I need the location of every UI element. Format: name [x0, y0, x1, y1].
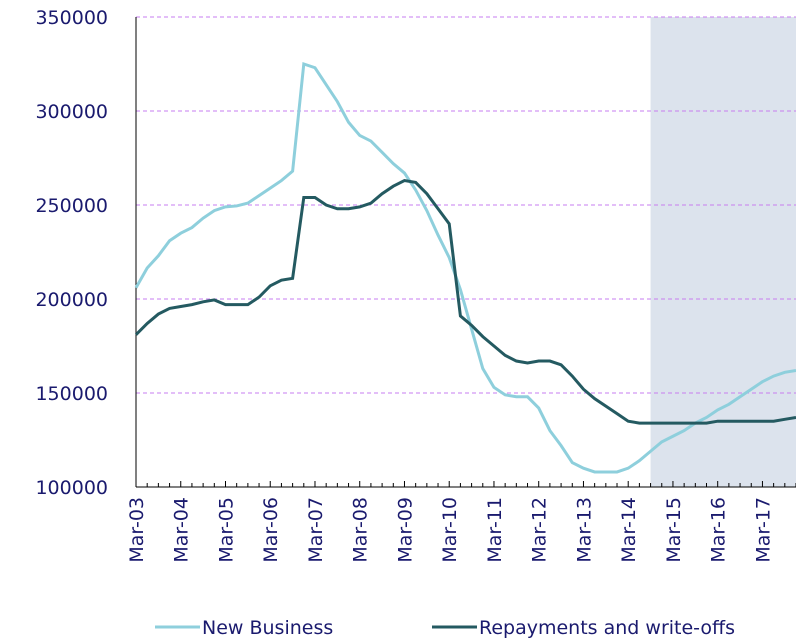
- x-tick-label: Mar-10: [439, 497, 461, 563]
- x-tick-label: Mar-13: [573, 497, 595, 563]
- x-tick-label: Mar-14: [618, 497, 640, 563]
- y-tick-label: 250000: [35, 195, 108, 217]
- y-tick-label: 150000: [35, 383, 108, 405]
- x-tick-label: Mar-08: [350, 497, 372, 563]
- x-tick-label: Mar-15: [663, 497, 685, 563]
- y-tick-label: 100000: [35, 477, 108, 499]
- y-tick-label: 200000: [35, 289, 108, 311]
- y-tick-label: 300000: [35, 101, 108, 123]
- line-series: [134, 178, 796, 425]
- x-tick-label: Mar-12: [529, 497, 551, 563]
- x-tick-label: Mar-17: [752, 497, 774, 563]
- forecast-shade: [650, 17, 796, 487]
- legend-label: Repayments and write-offs: [479, 617, 735, 639]
- x-tick-label: Mar-16: [708, 497, 730, 563]
- x-tick-label: Mar-11: [484, 497, 506, 563]
- x-tick-label: Mar-07: [305, 497, 327, 563]
- x-tick-label: Mar-05: [215, 497, 237, 563]
- x-tick-label: Mar-04: [171, 497, 193, 563]
- x-tick-label: Mar-03: [126, 497, 148, 563]
- y-tick-label: 350000: [35, 7, 108, 29]
- x-tick-label: Mar-09: [394, 497, 416, 563]
- line-series: [134, 61, 796, 474]
- x-tick-label: Mar-06: [260, 497, 282, 563]
- legend-label: New Business: [202, 617, 333, 639]
